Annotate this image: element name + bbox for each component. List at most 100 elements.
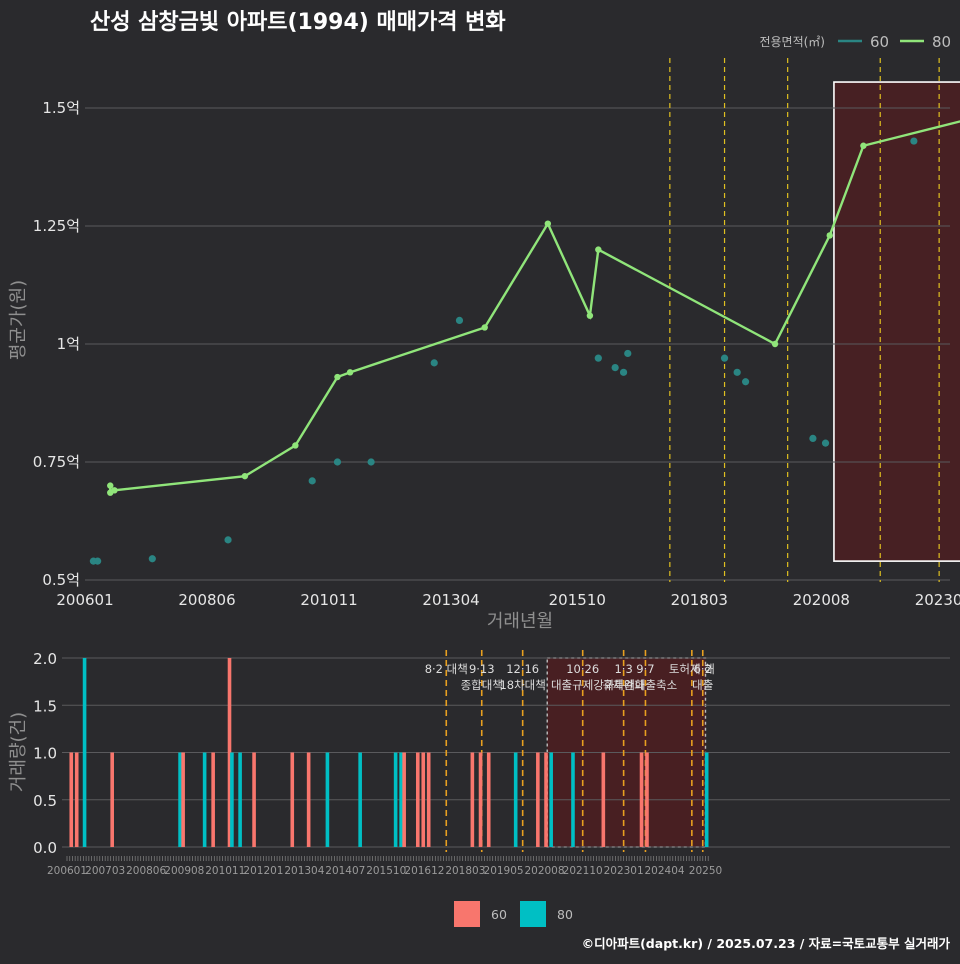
policy-label: 종합대책 bbox=[461, 678, 503, 692]
bottom-x-tick-label: 200703 bbox=[85, 865, 125, 877]
bottom-plot-panel bbox=[62, 650, 950, 852]
scatter-point-60 bbox=[367, 458, 375, 466]
bar-60 bbox=[181, 752, 185, 847]
scatter-point-60 bbox=[430, 359, 438, 367]
bar-60 bbox=[74, 752, 79, 847]
top-x-tick-label: 202301 bbox=[915, 591, 960, 609]
bar-80 bbox=[238, 752, 242, 847]
bar-60 bbox=[486, 752, 491, 847]
top-y-tick-label: 1억 bbox=[57, 335, 80, 353]
line-point-80 bbox=[334, 373, 341, 381]
bottom-x-tick-label: 202404 bbox=[645, 865, 685, 877]
bottom-y-tick-label: 1.5 bbox=[33, 697, 57, 715]
bottom-x-tick-label: 201510 bbox=[366, 865, 406, 877]
bottom-x-tick-label: 202110 bbox=[563, 865, 603, 877]
bottom-x-tick-label: 20250 bbox=[689, 865, 722, 877]
bar-80 bbox=[82, 658, 87, 847]
line-point-80 bbox=[586, 312, 594, 319]
scatter-point-60 bbox=[94, 557, 102, 565]
scatter-point-60 bbox=[733, 368, 741, 376]
bottom-legend-label-60: 60 bbox=[491, 907, 507, 922]
bar-60 bbox=[421, 752, 426, 847]
bar-80 bbox=[178, 752, 182, 847]
top-y-tick-label: 1.5억 bbox=[42, 99, 80, 117]
bar-80 bbox=[399, 752, 403, 847]
line-point-80 bbox=[544, 220, 552, 227]
policy-label: 1·3 bbox=[614, 662, 632, 676]
bottom-x-tick-label: 201304 bbox=[284, 865, 324, 877]
line-point-80 bbox=[481, 324, 488, 331]
top-y-tick-label: 1.25억 bbox=[33, 217, 80, 235]
policy-label: 9·13 bbox=[469, 662, 495, 676]
bar-60 bbox=[645, 752, 649, 847]
policy-label: 10·26 bbox=[566, 662, 599, 676]
scatter-point-60 bbox=[624, 349, 632, 358]
bottom-y-axis-title: 거래량(건) bbox=[8, 712, 29, 792]
bottom-y-tick-label: 0.5 bbox=[33, 792, 57, 810]
bar-60 bbox=[252, 752, 256, 847]
top-x-tick-label: 202008 bbox=[793, 591, 850, 609]
bottom-x-tick-label: 200806 bbox=[126, 865, 166, 877]
top-y-tick-label: 0.5억 bbox=[42, 571, 80, 589]
top-y-axis-title: 평균가(원) bbox=[8, 280, 29, 360]
scatter-point-60 bbox=[809, 434, 817, 442]
bottom-x-tick-label: 201407 bbox=[325, 865, 365, 877]
bar-60 bbox=[402, 752, 406, 847]
bar-80 bbox=[325, 752, 330, 847]
legend-swatch-60 bbox=[454, 901, 480, 927]
policy-label: 대출규제강화 bbox=[551, 678, 615, 692]
bottom-x-tick-label: 202301 bbox=[604, 865, 644, 877]
bar-80 bbox=[393, 752, 398, 847]
policy-label: 6·2 bbox=[694, 662, 712, 676]
top-x-tick-label: 200806 bbox=[178, 591, 235, 609]
bar-80 bbox=[549, 752, 553, 847]
policy-label: 9·7 bbox=[636, 662, 654, 676]
bar-80 bbox=[202, 752, 207, 847]
bottom-x-tick-label: 201612 bbox=[404, 865, 444, 877]
bar-60 bbox=[478, 752, 483, 847]
top-y-tick-label: 0.75억 bbox=[33, 453, 80, 471]
scatter-point-60 bbox=[224, 536, 232, 544]
scatter-point-60 bbox=[455, 316, 464, 324]
legend-label-80: 80 bbox=[932, 33, 951, 51]
line-point-80 bbox=[595, 246, 602, 253]
top-x-tick-label: 200601 bbox=[56, 591, 113, 609]
line-point-80 bbox=[111, 487, 118, 494]
bar-60 bbox=[306, 752, 311, 847]
bar-60 bbox=[601, 752, 606, 847]
line-point-80 bbox=[826, 232, 833, 239]
bar-80 bbox=[358, 752, 362, 847]
bar-60 bbox=[415, 752, 420, 847]
footer-credit: ©디아파트(dapt.kr) / 2025.07.23 / 자료=국토교통부 실… bbox=[582, 936, 951, 951]
legend-swatch-80 bbox=[520, 901, 546, 927]
scatter-point-60 bbox=[611, 364, 619, 372]
scatter-point-60 bbox=[333, 458, 342, 466]
bar-80 bbox=[704, 752, 709, 847]
bar-60 bbox=[110, 752, 114, 847]
bar-80 bbox=[513, 752, 518, 847]
bottom-legend-label-80: 80 bbox=[557, 907, 573, 922]
top-plot-panel bbox=[85, 58, 950, 582]
bottom-x-tick-label: 200601 bbox=[47, 865, 87, 877]
top-x-tick-label: 201304 bbox=[422, 591, 479, 609]
bottom-y-tick-label: 2.0 bbox=[33, 650, 57, 668]
bottom-x-tick-label: 201905 bbox=[484, 865, 524, 877]
bar-60 bbox=[290, 752, 295, 847]
bar-60 bbox=[211, 752, 215, 847]
bar-80 bbox=[230, 752, 234, 847]
bar-60 bbox=[470, 752, 475, 847]
bottom-x-tick-label: 201201 bbox=[243, 865, 283, 877]
policy-label: 8·2 대책 bbox=[425, 662, 468, 676]
bar-80 bbox=[571, 752, 575, 847]
legend-label-60: 60 bbox=[870, 33, 889, 51]
chart-title: 산성 삼창금빛 아파트(1994) 매매가격 변화 bbox=[90, 10, 506, 35]
line-point-80 bbox=[860, 142, 867, 149]
scatter-point-60 bbox=[741, 378, 750, 386]
scatter-point-60 bbox=[594, 354, 602, 362]
bar-60 bbox=[426, 752, 431, 847]
bottom-x-tick-label: 202008 bbox=[524, 865, 564, 877]
scatter-point-60 bbox=[148, 555, 156, 563]
scatter-point-60 bbox=[910, 137, 918, 145]
bottom-x-tick-label: 201011 bbox=[205, 865, 245, 877]
